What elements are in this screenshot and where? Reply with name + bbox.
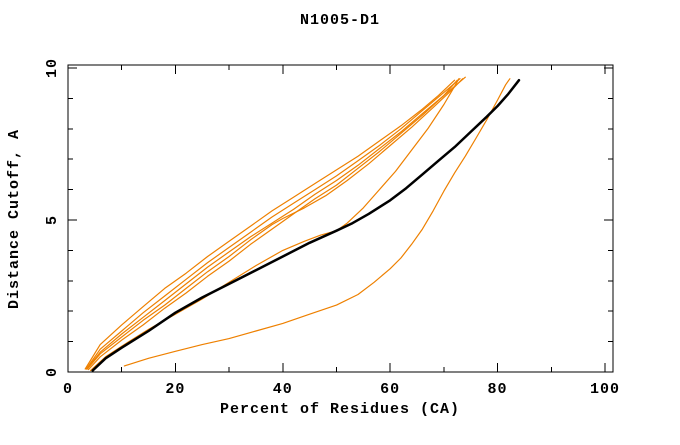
axis-tick-labels: 0 20 40 60 80 100 0 5 10 xyxy=(44,58,620,398)
series-line-orange-model-1-top xyxy=(84,79,456,370)
series-line-black-reference xyxy=(91,78,521,372)
series-line-orange-model-3 xyxy=(86,76,466,370)
plot-frame xyxy=(67,64,614,373)
series-line-orange-model-2 xyxy=(85,78,461,370)
y-tick-label: 0 xyxy=(44,367,61,377)
series-line-orange-model-6-crossing xyxy=(89,78,460,372)
plot-border xyxy=(67,64,614,373)
y-tick-label: 5 xyxy=(44,215,61,225)
series-line-orange-model-5 xyxy=(87,79,458,371)
series-line-orange-model-7-low xyxy=(123,78,511,367)
series-line-orange-model-4 xyxy=(86,78,464,370)
x-tick-label: 0 xyxy=(63,381,73,398)
x-axis-label: Percent of Residues (CA) xyxy=(220,401,460,418)
x-tick-label: 100 xyxy=(590,381,620,398)
x-tick-label: 20 xyxy=(165,381,185,398)
x-tick-label: 60 xyxy=(380,381,400,398)
y-tick-label: 10 xyxy=(44,58,61,78)
axis-ticks xyxy=(67,65,613,373)
x-tick-label: 80 xyxy=(488,381,508,398)
data-series xyxy=(84,76,521,372)
chart-title: N1005-D1 xyxy=(300,12,380,29)
y-axis-label: Distance Cutoff, A xyxy=(6,129,23,309)
x-tick-label: 40 xyxy=(273,381,293,398)
